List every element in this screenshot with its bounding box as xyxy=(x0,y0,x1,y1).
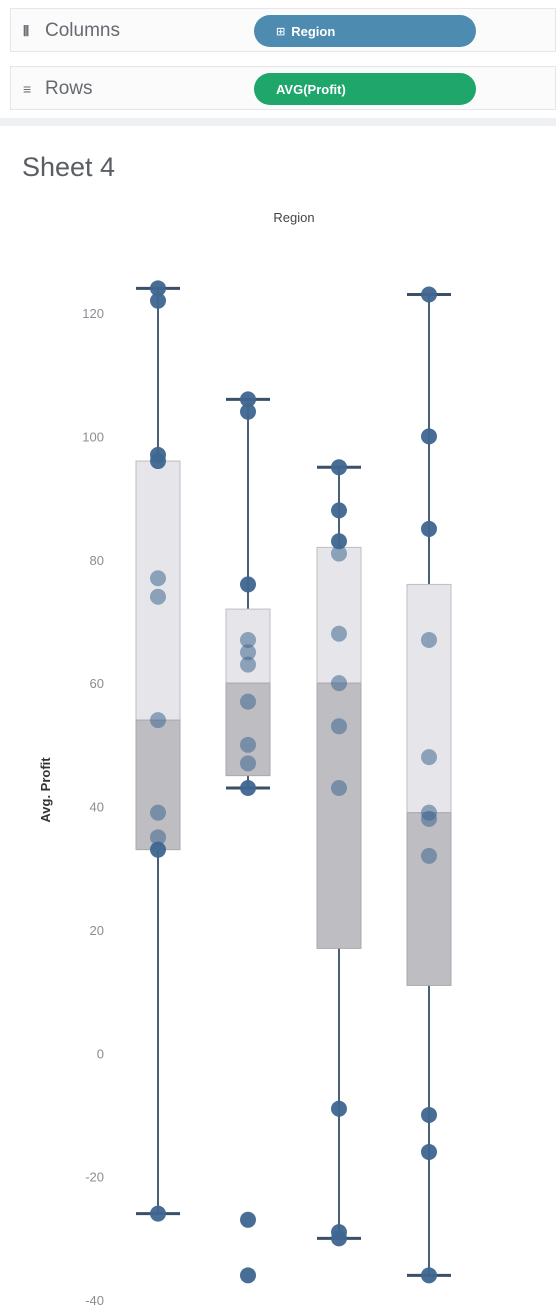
data-point xyxy=(150,1205,166,1222)
y-tick-label: 120 xyxy=(82,306,104,321)
shelf-divider xyxy=(0,118,556,126)
y-tick-label: 80 xyxy=(90,553,104,568)
data-point xyxy=(331,779,347,796)
data-point xyxy=(150,292,166,309)
avg-profit-pill-label: AVG(Profit) xyxy=(276,81,346,97)
rows-shelf-label-wrap: ≡ Rows xyxy=(23,78,93,100)
data-point xyxy=(240,644,256,661)
avg-profit-pill[interactable]: AVG(Profit) xyxy=(254,73,476,105)
rows-shelf: ≡ Rows AVG(Profit) xyxy=(10,66,556,110)
data-point xyxy=(240,693,256,710)
boxes-group xyxy=(135,280,452,1284)
data-point xyxy=(240,631,256,648)
y-tick-label: 40 xyxy=(90,800,104,815)
y-tick-label: 60 xyxy=(90,676,104,691)
columns-icon: ⦀ xyxy=(23,22,30,39)
box-1 xyxy=(135,280,181,1222)
data-point xyxy=(150,453,166,470)
data-point xyxy=(331,675,347,692)
dimension-icon: ⊞ xyxy=(276,25,286,38)
data-point xyxy=(421,1143,437,1160)
box-upper-half xyxy=(406,583,452,814)
data-point xyxy=(240,1267,256,1284)
data-point xyxy=(421,810,437,827)
y-tick-label: 0 xyxy=(97,1046,104,1061)
data-point xyxy=(240,576,256,593)
data-point xyxy=(150,588,166,605)
data-point xyxy=(421,847,437,864)
data-point xyxy=(150,804,166,821)
box-lower-half xyxy=(135,719,181,851)
data-point xyxy=(240,391,256,408)
region-pill[interactable]: ⊞ Region xyxy=(254,15,476,47)
data-point xyxy=(240,1211,256,1228)
rows-label: Rows xyxy=(45,78,93,99)
data-point xyxy=(421,428,437,445)
data-point xyxy=(240,656,256,673)
data-point xyxy=(331,1230,347,1247)
data-point xyxy=(331,533,347,550)
columns-shelf: ⦀ Columns ⊞ Region xyxy=(10,8,556,52)
data-point xyxy=(421,286,437,303)
data-point xyxy=(421,631,437,648)
data-point xyxy=(331,459,347,476)
data-point xyxy=(150,712,166,729)
y-axis-ticks: 120 100 80 60 40 20 0 -20 -40 xyxy=(82,306,104,1308)
data-point xyxy=(150,841,166,858)
box-2 xyxy=(225,391,271,1284)
data-point xyxy=(331,545,347,562)
box-3 xyxy=(316,459,362,1247)
columns-shelf-label-wrap: ⦀ Columns xyxy=(23,20,120,42)
data-point xyxy=(150,570,166,587)
y-axis-label: Avg. Profit xyxy=(38,757,53,823)
data-point xyxy=(240,779,256,796)
rows-icon: ≡ xyxy=(23,81,32,97)
data-point xyxy=(240,755,256,772)
data-point xyxy=(240,403,256,420)
y-tick-label: 20 xyxy=(90,923,104,938)
data-point xyxy=(421,1267,437,1284)
sheet-title: Sheet 4 xyxy=(22,152,116,182)
box-4 xyxy=(406,286,452,1284)
data-point xyxy=(240,736,256,753)
box-upper-half xyxy=(316,546,362,684)
data-point xyxy=(421,1106,437,1123)
data-point xyxy=(331,625,347,642)
data-point xyxy=(421,749,437,766)
data-point xyxy=(331,502,347,519)
data-point xyxy=(150,829,166,846)
region-pill-label: Region xyxy=(291,23,336,39)
y-tick-label: -40 xyxy=(85,1293,104,1308)
data-point xyxy=(331,1100,347,1117)
box-lower-half xyxy=(406,812,452,986)
data-point xyxy=(421,520,437,537)
columns-label: Columns xyxy=(45,20,120,41)
chart-title: Region xyxy=(273,210,314,225)
data-point xyxy=(150,280,166,297)
y-tick-label: -20 xyxy=(85,1170,104,1185)
y-tick-label: 100 xyxy=(82,429,104,444)
data-point xyxy=(331,718,347,735)
